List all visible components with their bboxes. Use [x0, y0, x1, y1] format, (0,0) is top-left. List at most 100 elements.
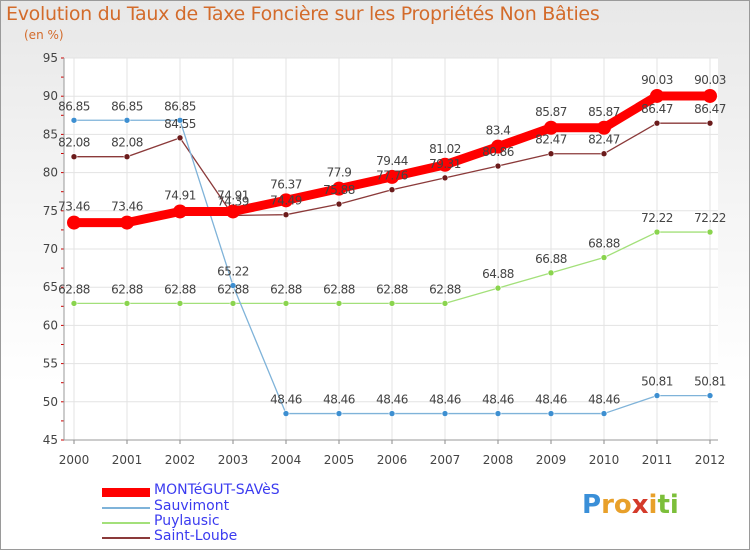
x-tick-label: 2009 — [536, 453, 567, 467]
data-point-saint-loube — [70, 153, 78, 161]
x-tick-label: 2003 — [218, 453, 249, 467]
data-point-sauvimont — [335, 410, 343, 417]
data-label-montegut: 73.46 — [58, 200, 90, 214]
data-label-montegut: 81.02 — [429, 142, 461, 156]
data-point-sauvimont — [494, 410, 502, 417]
data-label-puylausic: 68.88 — [588, 237, 620, 251]
axis-layer: 45 50 55 60 65 70 75 80 85 90 95 2000 2001 2002 2003 20… — [43, 51, 726, 467]
x-tick-label: 2001 — [112, 453, 143, 467]
data-label-montegut: 76.37 — [270, 177, 302, 191]
y-tick-label: 60 — [43, 318, 58, 332]
data-point-puylausic — [494, 284, 502, 292]
data-point-sauvimont — [706, 392, 714, 399]
data-label-puylausic: 64.88 — [482, 267, 514, 281]
data-label-sauvimont: 48.46 — [429, 393, 461, 407]
y-tick-label: 95 — [43, 51, 58, 65]
data-point-sauvimont — [123, 116, 131, 124]
x-tick-label: 2010 — [589, 453, 620, 467]
x-tick-label: 2012 — [695, 453, 726, 467]
data-label-puylausic: 62.88 — [429, 282, 461, 296]
data-label-montegut: 85.87 — [588, 105, 620, 119]
data-point-montegut — [120, 215, 134, 230]
legend-swatch-puylausic — [102, 522, 150, 524]
data-label-sauvimont: 48.46 — [323, 393, 355, 407]
data-label-montegut: 77.9 — [327, 166, 352, 180]
x-tick-label: 2005 — [324, 453, 355, 467]
y-tick-label: 90 — [43, 89, 58, 103]
x-tick-label: 2007 — [430, 453, 461, 467]
data-point-montegut — [279, 193, 293, 208]
data-label-sauvimont: 50.81 — [694, 375, 726, 389]
data-label-saint-loube: 82.47 — [588, 133, 620, 147]
data-point-puylausic — [70, 300, 78, 307]
x-tick-label: 2011 — [642, 453, 673, 467]
data-point-puylausic — [229, 300, 237, 307]
data-label-puylausic: 62.88 — [58, 282, 90, 296]
y-tick-label: 85 — [43, 127, 58, 141]
data-label-sauvimont: 48.46 — [376, 393, 408, 407]
data-point-montegut — [650, 88, 664, 103]
logo-letter: i — [669, 490, 679, 520]
data-label-montegut: 83.4 — [486, 124, 511, 138]
data-label-sauvimont: 65.22 — [217, 265, 249, 279]
data-label-sauvimont: 48.46 — [588, 393, 620, 407]
data-point-puylausic — [600, 254, 608, 261]
chart-title: Evolution du Taux de Taxe Foncière sur l… — [6, 3, 600, 25]
data-point-puylausic — [653, 228, 661, 236]
data-label-puylausic: 62.88 — [217, 282, 249, 296]
data-point-puylausic — [706, 228, 714, 236]
series-layer — [67, 88, 717, 417]
data-label-montegut: 74.91 — [217, 188, 249, 202]
data-label-layer: 62.88 62.88 62.88 62.88 62.88 62.88 62.88 62.88… — [58, 73, 726, 407]
data-point-montegut — [597, 120, 611, 135]
logo-letter: x — [631, 490, 649, 520]
logo-letter: o — [613, 490, 632, 520]
data-label-sauvimont: 48.46 — [535, 393, 567, 407]
data-label-sauvimont: 48.46 — [270, 393, 302, 407]
data-label-montegut: 74.91 — [164, 188, 196, 202]
data-point-puylausic — [176, 300, 184, 307]
data-point-saint-loube — [494, 162, 502, 170]
data-point-saint-loube — [388, 186, 396, 194]
data-label-saint-loube: 84.55 — [164, 117, 196, 131]
x-tick-label: 2006 — [377, 453, 408, 467]
data-point-puylausic — [335, 300, 343, 307]
data-label-saint-loube: 79.31 — [429, 157, 461, 171]
data-point-puylausic — [388, 300, 396, 307]
data-point-montegut — [385, 169, 399, 184]
proxiti-logo: Proxiti — [582, 490, 679, 520]
data-label-saint-loube: 75.88 — [323, 183, 355, 197]
data-point-saint-loube — [547, 150, 555, 158]
data-label-puylausic: 62.88 — [270, 282, 302, 296]
data-point-puylausic — [441, 300, 449, 307]
legend-label-montegut: MONTéGUT-SAVèS — [154, 482, 280, 498]
logo-letter: P — [582, 490, 602, 520]
data-point-sauvimont — [176, 116, 184, 124]
data-label-montegut: 85.87 — [535, 105, 567, 119]
data-label-puylausic: 62.88 — [323, 282, 355, 296]
data-label-saint-loube: 82.08 — [111, 136, 143, 150]
data-point-saint-loube — [600, 150, 608, 158]
data-point-montegut — [544, 120, 558, 135]
data-label-sauvimont: 50.81 — [641, 375, 673, 389]
y-unit-label: (en %) — [24, 28, 64, 42]
data-point-montegut — [226, 204, 240, 219]
y-tick-label: 65 — [43, 280, 58, 294]
data-point-sauvimont — [388, 410, 396, 417]
data-point-saint-loube — [706, 119, 714, 127]
data-label-saint-loube: 74.49 — [270, 194, 302, 208]
logo-letter: i — [648, 490, 658, 520]
data-point-saint-loube — [123, 153, 131, 161]
data-label-saint-loube: 86.47 — [694, 102, 726, 116]
data-point-saint-loube — [176, 134, 184, 142]
data-label-saint-loube: 80.86 — [482, 145, 514, 159]
data-point-sauvimont — [70, 116, 78, 124]
legend-swatch-saint-loube — [102, 537, 150, 539]
logo-letter: r — [601, 490, 614, 520]
data-label-puylausic: 62.88 — [376, 282, 408, 296]
data-point-puylausic — [282, 300, 290, 307]
data-point-montegut — [438, 157, 452, 172]
y-tick-label: 45 — [43, 433, 58, 447]
data-label-puylausic: 72.22 — [641, 211, 673, 225]
